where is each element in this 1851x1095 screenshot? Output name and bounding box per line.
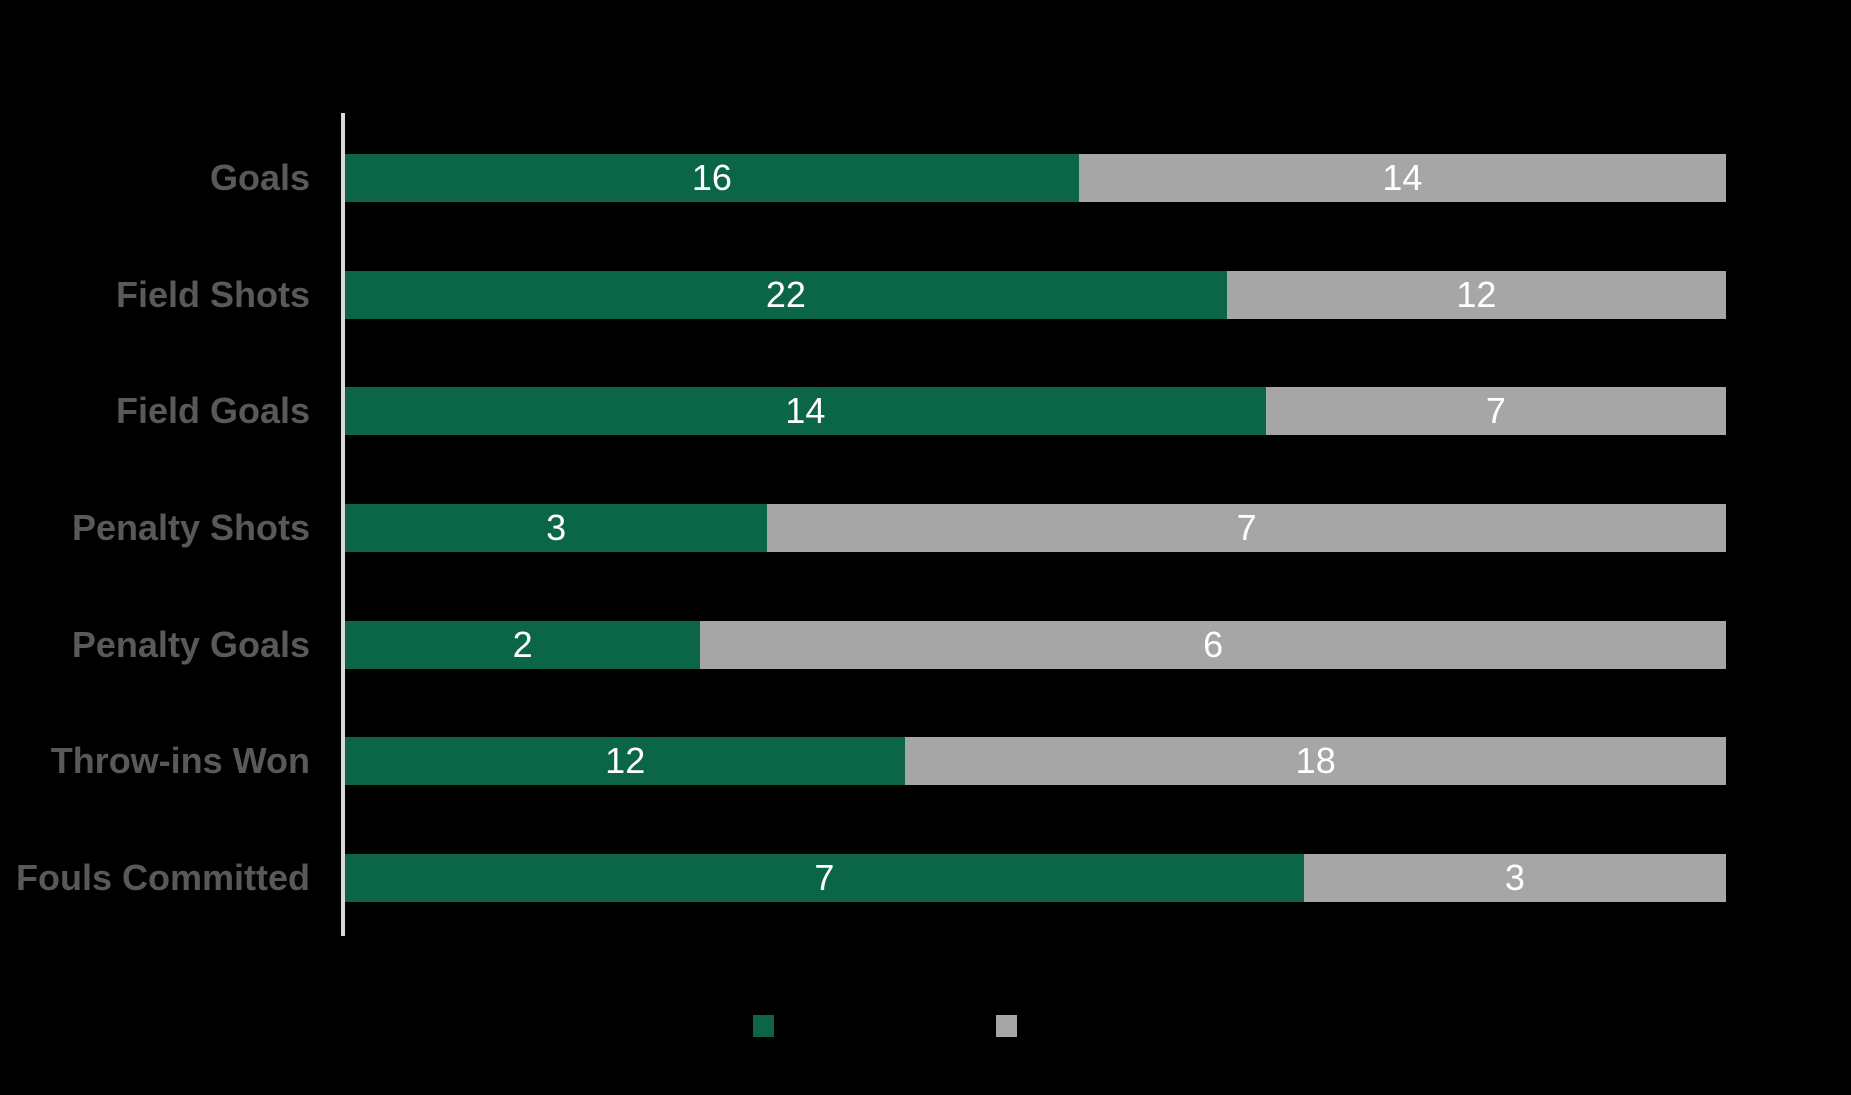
bar-segment-gray: 7 <box>767 504 1726 553</box>
segment-value-label: 6 <box>1203 623 1224 665</box>
stacked-bar: 16 14 <box>345 154 1726 203</box>
segment-value-label: 12 <box>1456 273 1497 315</box>
category-label: Field Goals <box>115 390 310 432</box>
bar-row: Penalty Goals 2 6 <box>0 586 1726 703</box>
bar-row: Goals 16 14 <box>0 120 1726 237</box>
bar-segment-gray: 6 <box>700 620 1726 669</box>
segment-value-label: 7 <box>814 856 835 898</box>
legend-entry-gray <box>996 1015 1179 1037</box>
segment-value-label: 7 <box>1236 507 1257 549</box>
bar-row: Field Goals 14 7 <box>0 353 1726 470</box>
y-axis-line <box>341 113 345 936</box>
segment-value-label: 3 <box>546 507 567 549</box>
segment-value-label: 18 <box>1295 740 1336 782</box>
stacked-bar: 12 18 <box>345 737 1726 786</box>
category-label: Penalty Goals <box>71 623 310 665</box>
bar-segment-green: 3 <box>345 504 768 553</box>
segment-value-label: 12 <box>605 740 646 782</box>
bar-row: Penalty Shots 3 7 <box>0 470 1726 587</box>
segment-value-label: 7 <box>1485 390 1506 432</box>
bar-segment-green: 2 <box>345 620 701 669</box>
bar-segment-gray: 12 <box>1226 270 1726 319</box>
legend <box>753 1015 1179 1037</box>
category-label: Goals <box>209 157 310 199</box>
bar-row: Field Shots 22 12 <box>0 237 1726 354</box>
segment-value-label: 14 <box>1382 157 1423 199</box>
bar-segment-gray: 18 <box>905 737 1726 786</box>
category-label: Fouls Committed <box>16 856 310 898</box>
bar-row: Fouls Committed 7 3 <box>0 819 1726 936</box>
bar-segment-green: 16 <box>345 154 1079 203</box>
category-label: Field Shots <box>115 273 310 315</box>
bar-segment-green: 7 <box>345 853 1304 902</box>
bar-segment-gray: 14 <box>1078 154 1726 203</box>
bar-segment-green: 12 <box>345 737 906 786</box>
stacked-bar: 14 7 <box>345 387 1726 436</box>
bar-segment-green: 22 <box>345 270 1227 319</box>
category-label: Throw-ins Won <box>50 740 310 782</box>
segment-value-label: 22 <box>765 273 806 315</box>
segment-value-label: 14 <box>785 390 826 432</box>
segment-value-label: 2 <box>512 623 533 665</box>
bar-segment-gray: 7 <box>1265 387 1726 436</box>
segment-value-label: 16 <box>691 157 732 199</box>
bar-rows: Goals 16 14 Field Shots 22 12 Field Goals 14 7 Pe… <box>0 120 1726 936</box>
category-label: Penalty Shots <box>71 507 310 549</box>
stacked-bar: 22 12 <box>345 270 1726 319</box>
bar-segment-green: 14 <box>345 387 1266 436</box>
legend-swatch-gray-icon <box>996 1015 1017 1037</box>
bar-segment-gray: 3 <box>1303 853 1726 902</box>
segment-value-label: 3 <box>1504 856 1525 898</box>
bar-row: Throw-ins Won 12 18 <box>0 703 1726 820</box>
legend-swatch-green-icon <box>753 1015 774 1037</box>
legend-entry-green <box>753 1015 936 1037</box>
